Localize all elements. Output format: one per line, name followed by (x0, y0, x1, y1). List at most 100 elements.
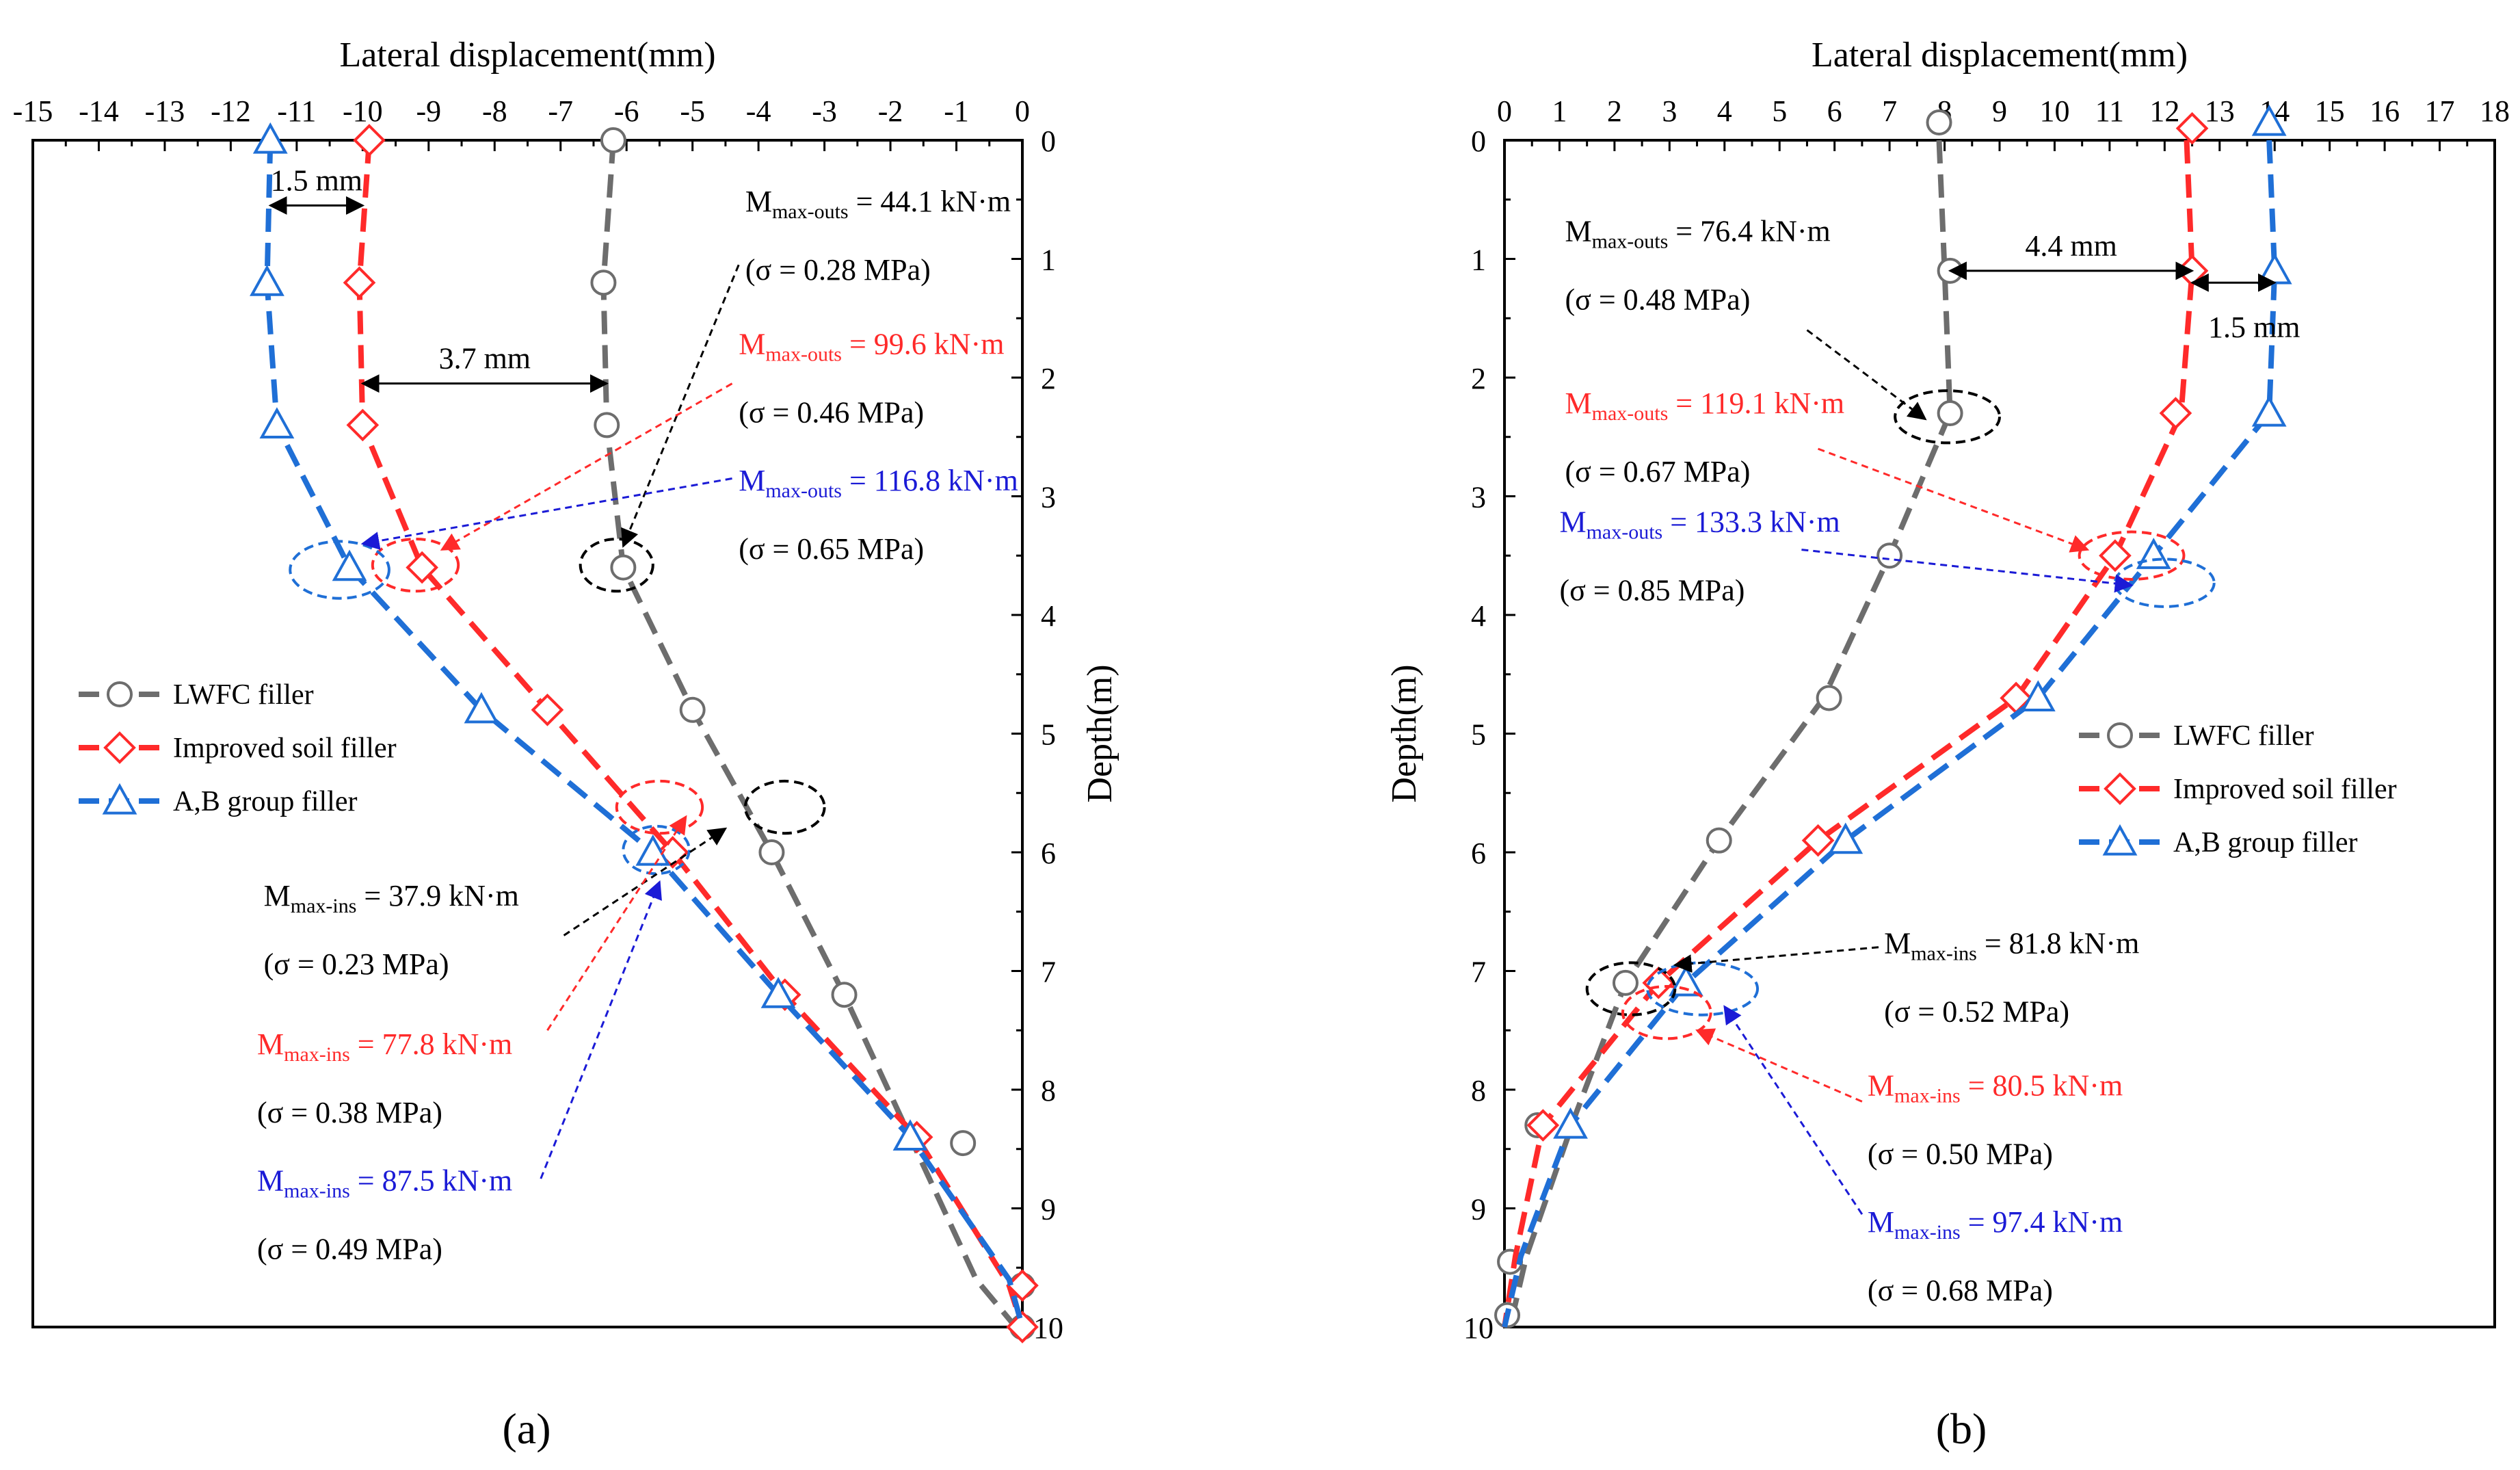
moment-annotation: Mmax-outs = 44.1 kN·m (745, 185, 1011, 223)
moment-subscript: max-outs (765, 480, 842, 502)
x-tick-label: -7 (548, 94, 573, 128)
y-tick-label: 9 (1471, 1193, 1486, 1226)
y-tick-label: 0 (1471, 124, 1486, 158)
moment-value: = 116.8 kN·m (842, 464, 1018, 497)
moment-annotation: Mmax-ins = 81.8 kN·m (1884, 926, 2139, 964)
stress-annotation: (σ = 0.28 MPa) (745, 253, 931, 287)
data-point-diamond (2099, 539, 2132, 573)
y-tick-label: 10 (1033, 1311, 1063, 1345)
data-point-triangle (2257, 252, 2292, 285)
moment-annotation: Mmax-ins = 97.4 kN·m (1868, 1205, 2123, 1244)
y-tick-label: 0 (1041, 124, 1056, 158)
moment-symbol: M (739, 327, 765, 360)
data-point-circle (1706, 827, 1732, 854)
moment-symbol: M (1868, 1205, 1894, 1239)
data-point-triangle (464, 692, 499, 724)
x-tick-label: 3 (1662, 94, 1677, 128)
moment-symbol: M (1565, 386, 1591, 420)
series-line-triangle (1502, 140, 2278, 1328)
x-tick-label: 11 (2095, 94, 2124, 128)
x-tick-label: 2 (1607, 94, 1622, 128)
data-point-diamond (353, 124, 386, 157)
data-point-circle (679, 696, 706, 723)
data-point-circle (1612, 969, 1639, 996)
highlight-ellipse (1894, 389, 2002, 445)
x-tick-label: -13 (145, 94, 185, 128)
moment-symbol: M (1884, 926, 1911, 960)
data-point-diamond (1642, 967, 1675, 999)
x-tick-label: 7 (1882, 94, 1897, 128)
legend-label: A,B group filler (2173, 827, 2357, 858)
data-point-triangle (2251, 104, 2287, 136)
x-tick-label: -6 (614, 94, 639, 128)
panel-a: -15 -14 -13 -12 -11 -10 -9 -8 -7 -6 -5 -4 -3 -2 -1 0Lat… (13, 36, 1119, 1453)
moment-subscript: max-ins (1894, 1085, 1961, 1107)
highlight-ellipse (615, 779, 704, 835)
x-tick-label: 9 (1992, 94, 2007, 128)
data-point-diamond (406, 551, 438, 584)
moment-subscript: max-ins (291, 895, 357, 917)
data-point-triangle (2251, 395, 2287, 427)
stress-annotation: (σ = 0.85 MPa) (1559, 574, 1745, 607)
data-point-diamond (1006, 1311, 1039, 1343)
y-tick-label: 2 (1471, 362, 1486, 395)
highlight-ellipse (2078, 530, 2186, 581)
x-tick-label: -15 (13, 94, 53, 128)
data-point-circle (758, 839, 785, 865)
stress-annotation: (σ = 0.68 MPa) (1868, 1274, 2053, 1307)
panel-caption: (a) (502, 1404, 551, 1453)
y-tick-label: 4 (1471, 599, 1486, 633)
data-point-triangle (250, 265, 284, 296)
data-point-triangle (2020, 680, 2056, 712)
moment-value: = 97.4 kN·m (1961, 1205, 2123, 1239)
data-point-circle (1816, 685, 1842, 711)
moment-symbol: M (1559, 506, 1586, 539)
highlight-ellipse (2113, 557, 2216, 608)
stress-annotation: (σ = 0.65 MPa) (739, 532, 924, 566)
moment-symbol: M (739, 464, 765, 497)
dimension-label: 1.5 mm (271, 163, 362, 197)
annotation-arrow (360, 477, 732, 550)
moment-value: = 87.5 kN·m (350, 1164, 512, 1197)
legend-label: A,B group filler (173, 786, 357, 817)
legend-label: LWFC filler (2173, 720, 2314, 752)
highlight-ellipse (371, 537, 460, 593)
dimension-label: 4.4 mm (2025, 229, 2117, 263)
legend-marker-diamond (103, 731, 136, 764)
moment-annotation: Mmax-ins = 80.5 kN·m (1868, 1069, 2123, 1107)
annotation-arrow (540, 880, 662, 1179)
x-tick-label: -3 (812, 94, 837, 128)
annotation-arrow (1695, 1028, 1863, 1103)
data-point-circle (600, 127, 626, 153)
moment-value: = 133.3 kN·m (1662, 506, 1840, 539)
y-tick-label: 3 (1471, 481, 1486, 514)
x-tick-label: 12 (2149, 94, 2179, 128)
data-point-circle (1937, 400, 1963, 427)
highlight-ellipse (743, 779, 826, 835)
data-point-diamond (2175, 111, 2209, 145)
data-point-triangle (2136, 538, 2171, 569)
stress-annotation: (σ = 0.46 MPa) (739, 395, 924, 429)
x-tick-label: -10 (343, 94, 383, 128)
panel-caption: (b) (1936, 1404, 1987, 1453)
x-tick-label: 4 (1717, 94, 1732, 128)
moment-value: = 44.1 kN·m (849, 185, 1011, 218)
moment-subscript: max-outs (772, 200, 849, 223)
data-point-diamond (1006, 1269, 1039, 1302)
data-point-circle (950, 1130, 977, 1157)
moment-subscript: max-ins (284, 1179, 350, 1202)
moment-annotation: Mmax-ins = 87.5 kN·m (257, 1164, 512, 1202)
stress-annotation: (σ = 0.48 MPa) (1565, 283, 1750, 316)
moment-subscript: max-outs (1592, 402, 1669, 425)
x-tick-label: -8 (482, 94, 507, 128)
stress-annotation: (σ = 0.67 MPa) (1565, 455, 1750, 488)
y-tick-label: 8 (1471, 1074, 1486, 1107)
moment-value: = 99.6 kN·m (842, 327, 1004, 360)
data-point-triangle (332, 549, 367, 581)
y-tick-label: 2 (1041, 362, 1056, 395)
legend-label: Improved soil filler (173, 733, 397, 764)
data-point-diamond (346, 408, 380, 442)
moment-subscript: max-ins (1894, 1221, 1961, 1244)
stress-annotation: (σ = 0.38 MPa) (257, 1096, 442, 1129)
